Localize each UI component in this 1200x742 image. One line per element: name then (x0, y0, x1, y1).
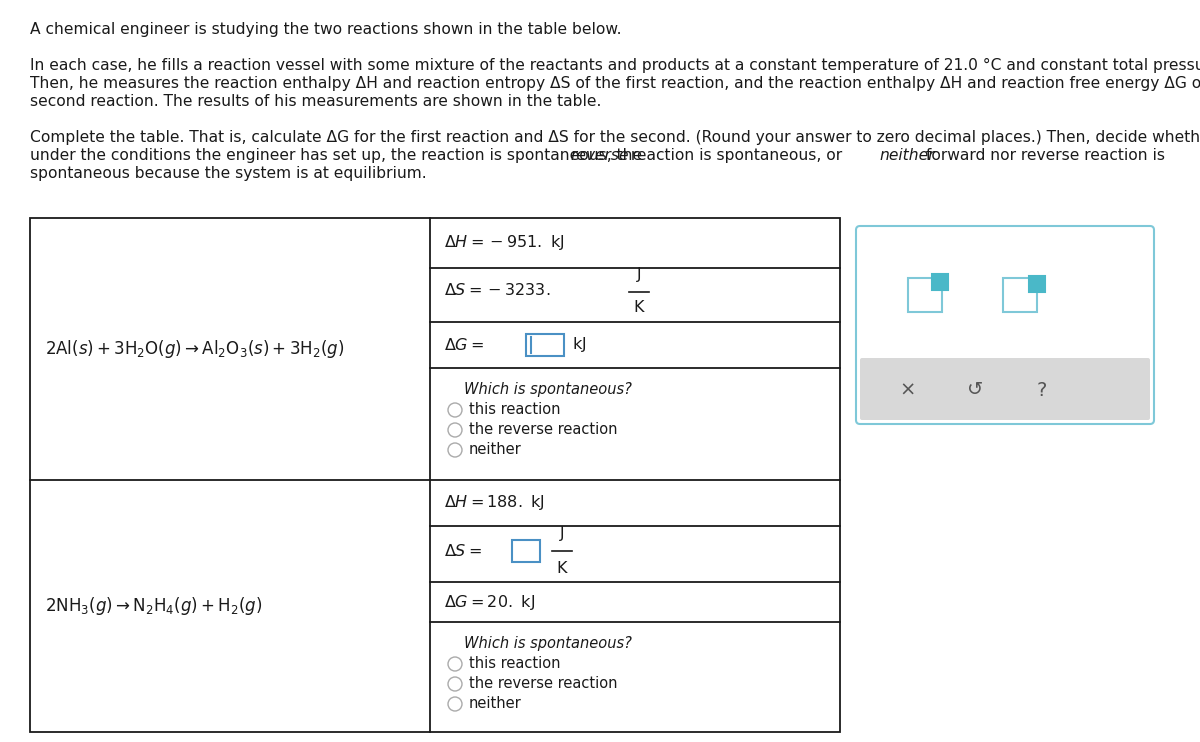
Text: Which is spontaneous?: Which is spontaneous? (464, 636, 632, 651)
Text: the reverse reaction: the reverse reaction (469, 422, 618, 438)
Text: J: J (637, 267, 641, 282)
Circle shape (448, 697, 462, 711)
Text: neither: neither (469, 697, 522, 712)
Text: $\Delta H = 188.\ \mathrm{kJ}$: $\Delta H = 188.\ \mathrm{kJ}$ (444, 493, 545, 513)
Text: $\mathrm{kJ}$: $\mathrm{kJ}$ (572, 335, 587, 355)
Text: ↺: ↺ (967, 381, 983, 399)
Text: In each case, he fills a reaction vessel with some mixture of the reactants and : In each case, he fills a reaction vessel… (30, 58, 1200, 73)
Bar (30, 218, 840, 732)
Bar (1030, 276, 1045, 292)
Text: spontaneous because the system is at equilibrium.: spontaneous because the system is at equ… (30, 166, 427, 181)
Text: $\Delta G = $: $\Delta G = $ (444, 337, 485, 353)
Text: $2\mathrm{NH_3}(g) \rightarrow \mathrm{N_2H_4}(g) + \mathrm{H_2}(g)$: $2\mathrm{NH_3}(g) \rightarrow \mathrm{N… (46, 595, 263, 617)
Text: Then, he measures the reaction enthalpy ΔH and reaction entropy ΔS of the first : Then, he measures the reaction enthalpy … (30, 76, 1200, 91)
FancyBboxPatch shape (856, 226, 1154, 424)
Text: J: J (559, 526, 564, 541)
Text: ×: × (900, 381, 916, 399)
Text: reaction is spontaneous, or: reaction is spontaneous, or (626, 148, 847, 163)
Text: $\Delta S = $: $\Delta S = $ (444, 543, 482, 559)
Bar (526, 334, 564, 356)
Text: K: K (634, 300, 644, 315)
Text: Which is spontaneous?: Which is spontaneous? (464, 382, 632, 397)
Circle shape (448, 657, 462, 671)
Text: the reverse reaction: the reverse reaction (469, 677, 618, 692)
Text: forward nor reverse reaction is: forward nor reverse reaction is (922, 148, 1165, 163)
Circle shape (448, 423, 462, 437)
Text: $\Delta S = -3233.$: $\Delta S = -3233.$ (444, 282, 551, 298)
Text: $\Delta H = -951.\ \mathrm{kJ}$: $\Delta H = -951.\ \mathrm{kJ}$ (444, 234, 564, 252)
Bar (908, 278, 942, 312)
FancyBboxPatch shape (860, 358, 1150, 420)
Text: reverse: reverse (570, 148, 629, 163)
Text: $\Delta G = 20.\ \mathrm{kJ}$: $\Delta G = 20.\ \mathrm{kJ}$ (444, 593, 535, 611)
Text: $2\mathrm{Al}(s) + 3\mathrm{H_2O}(g) \rightarrow \mathrm{Al_2O_3}(s) + 3\mathrm{: $2\mathrm{Al}(s) + 3\mathrm{H_2O}(g) \ri… (46, 338, 344, 360)
Text: this reaction: this reaction (469, 657, 560, 672)
Text: neither: neither (878, 148, 935, 163)
Text: A chemical engineer is studying the two reactions shown in the table below.: A chemical engineer is studying the two … (30, 22, 622, 37)
Bar (512, 540, 540, 562)
Bar (932, 274, 948, 290)
Text: second reaction. The results of his measurements are shown in the table.: second reaction. The results of his meas… (30, 94, 601, 109)
Circle shape (448, 443, 462, 457)
Text: Complete the table. That is, calculate ΔG for the first reaction and ΔS for the : Complete the table. That is, calculate Δ… (30, 130, 1200, 145)
Text: this reaction: this reaction (469, 402, 560, 418)
Text: under the conditions the engineer has set up, the reaction is spontaneous, the: under the conditions the engineer has se… (30, 148, 647, 163)
Circle shape (448, 677, 462, 691)
Circle shape (448, 403, 462, 417)
Text: ?: ? (1037, 381, 1048, 399)
Bar (1003, 278, 1037, 312)
Text: neither: neither (469, 442, 522, 458)
Text: K: K (557, 561, 568, 576)
